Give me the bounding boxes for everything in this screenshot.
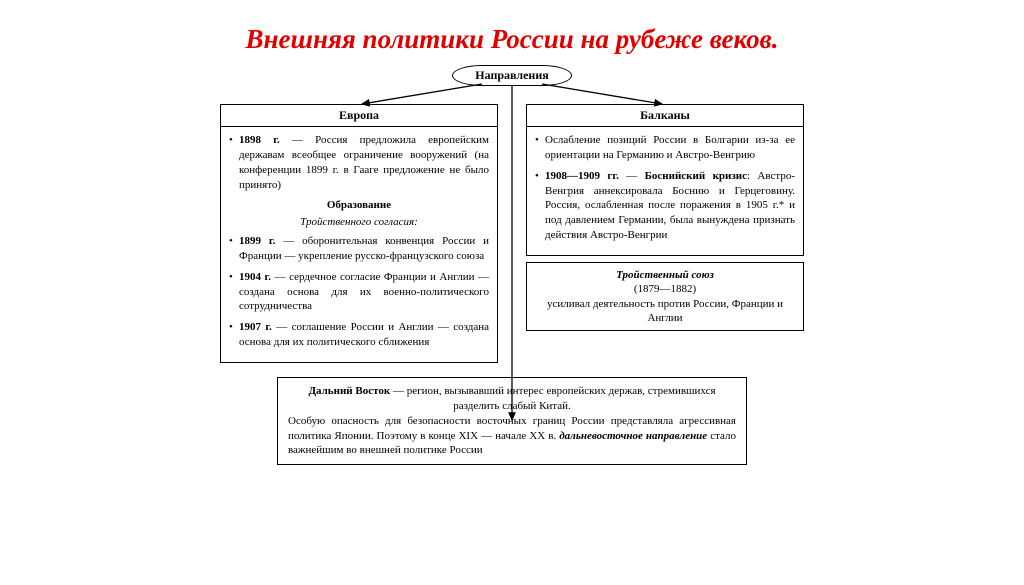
europe-item-2: 1899 г. — оборонительная кон­венция Росс… [229, 234, 489, 264]
far-east-lead-text: — регион, вызывавший интерес европейских… [390, 385, 715, 412]
europe-item3-year: 1904 г. [239, 271, 271, 283]
europe-item2-text: — оборонительная кон­венция России и Фра… [239, 235, 489, 262]
balkans-item-2: 1908—1909 гг. — Боснийский кризис: Австр… [535, 169, 795, 243]
far-east-para: Особую опасность для безопасности восточ… [288, 414, 736, 459]
triple-text: усиливал деятельность против России, Фра… [547, 298, 783, 324]
europe-header: Европа [220, 104, 498, 127]
europe-item4-year: 1907 г. [239, 321, 272, 333]
europe-item1-year: 1898 г. [239, 134, 280, 146]
europe-item2-year: 1899 г. [239, 235, 275, 247]
page-title: Внешняя политики России на рубеже веков. [0, 0, 1024, 55]
column-balkans: Балканы Ослабление позиций России в Болг… [526, 104, 804, 363]
balkans-item-1: Ослабление позиций России в Болгарии из-… [535, 133, 795, 163]
far-east-lead: Дальний Восток — регион, вызывавший инте… [288, 384, 736, 414]
balkans-body: Ослабление позиций России в Болгарии из-… [526, 127, 804, 256]
far-east-para-bold: дальневосточное на­правление [559, 430, 707, 442]
europe-subhead-em: Тройственного согласия: [229, 215, 489, 230]
column-europe: Европа 1898 г. — Россия предложила европ… [220, 104, 498, 363]
europe-item-4: 1907 г. — соглашение России и Англии — с… [229, 320, 489, 350]
europe-subhead: Образование [229, 198, 489, 213]
far-east-lead-bold: Дальний Восток [308, 385, 390, 397]
europe-item3-text: — сердечное согласие Франции и Англии — … [239, 271, 489, 313]
columns-row: Европа 1898 г. — Россия предложила европ… [162, 104, 862, 363]
europe-item4-text: — соглашение России и Англии — создана о… [239, 321, 489, 348]
europe-body: 1898 г. — Россия предложила европейским … [220, 127, 498, 363]
far-east-box: Дальний Восток — регион, вызывавший инте… [277, 377, 747, 465]
triple-years: (1879—1882) [634, 283, 696, 295]
balkans-header: Балканы [526, 104, 804, 127]
triple-title: Тройственный союз [616, 269, 714, 281]
balkans-item2-year: 1908—1909 гг. [545, 170, 619, 182]
diagram: Направления Европа 1898 г. — Россия пред… [162, 65, 862, 465]
root-node: Направления [452, 65, 571, 86]
balkans-item2-bold: Боснийский кризис [645, 170, 747, 182]
europe-item-1: 1898 г. — Россия предложила европейским … [229, 133, 489, 192]
europe-item-3: 1904 г. — сердечное согласие Франции и А… [229, 270, 489, 315]
triple-alliance-box: Тройственный союз (1879—1882) усиливал д… [526, 262, 804, 331]
